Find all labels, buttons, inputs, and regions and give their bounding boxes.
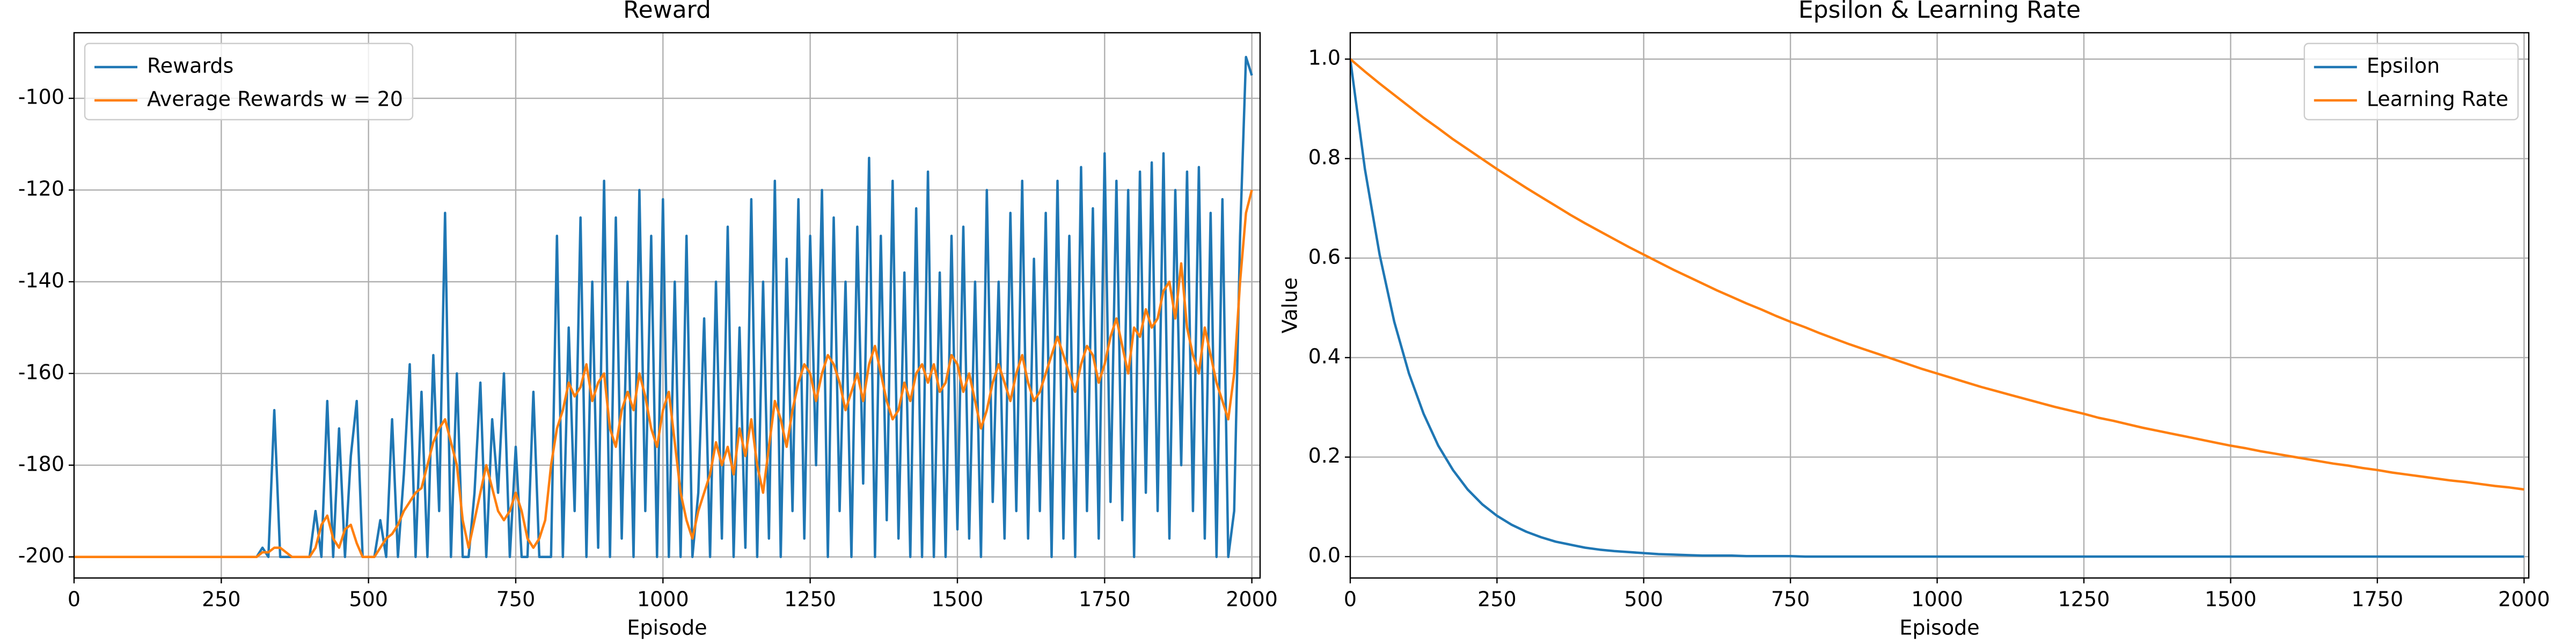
x-tick-label: 250	[202, 588, 241, 611]
y-tick-label: -180	[18, 452, 64, 475]
x-tick-label: 2000	[2498, 588, 2550, 611]
legend-label: Rewards	[147, 54, 233, 78]
y-tick-label: 0.0	[1308, 544, 1341, 567]
x-tick-label: 1500	[2205, 588, 2257, 611]
x-tick-label: 500	[1624, 588, 1664, 611]
legend: Epsilon Learning Rate	[2303, 42, 2519, 121]
x-tick-label: 250	[1477, 588, 1517, 611]
y-tick-label: -100	[18, 85, 64, 109]
x-tick-label: 1500	[932, 588, 984, 611]
y-axis-label: Value	[1278, 277, 1302, 333]
x-tick-label: 750	[1771, 588, 1810, 611]
y-tick-label: 0.6	[1308, 245, 1341, 268]
x-tick-label: 1750	[1079, 588, 1131, 611]
legend-label: Learning Rate	[2367, 87, 2508, 111]
chart-title: Epsilon & Learning Rate	[1798, 0, 2081, 24]
x-tick-label: 0	[1344, 588, 1357, 611]
x-tick-label: 0	[68, 588, 80, 611]
y-tick-label: -160	[18, 360, 64, 384]
x-tick-label: 1250	[2058, 588, 2110, 611]
y-tick-label: -140	[18, 268, 64, 292]
y-tick-label: 0.8	[1308, 145, 1341, 169]
subplot: 0 250 500 750 1000 1250 1500 1750 2000 -200 -180 -1…	[18, 0, 1278, 640]
legend: Rewards Average Rewards w = 20	[84, 42, 414, 121]
y-tick-label: 0.4	[1308, 345, 1341, 368]
x-axis-label: Episode	[627, 616, 707, 640]
series-line	[74, 56, 1253, 558]
y-tick-label: -120	[18, 177, 64, 201]
subplot: 0 250 500 750 1000 1250 1500 1750 2000 0.0 0.2 0.4 0…	[1278, 0, 2550, 640]
y-tick-label: 0.2	[1308, 444, 1341, 467]
y-tick-label: -200	[18, 544, 64, 567]
axes-frame	[1349, 32, 2530, 579]
legend-frame	[84, 42, 414, 121]
legend-label: Epsilon	[2367, 54, 2440, 78]
x-tick-label: 1000	[1911, 588, 1963, 611]
x-axis-label: Episode	[1899, 616, 1979, 640]
chart-title: Reward	[623, 0, 711, 24]
x-tick-label: 750	[496, 588, 536, 611]
x-tick-label: 1750	[2351, 588, 2403, 611]
series-line	[1350, 58, 2524, 491]
x-tick-label: 1250	[784, 588, 836, 611]
legend-frame	[2303, 42, 2519, 121]
series-line	[74, 189, 1253, 558]
x-tick-label: 500	[349, 588, 388, 611]
series-line	[1350, 58, 2524, 558]
axes-frame	[73, 32, 1261, 579]
x-tick-label: 2000	[1226, 588, 1278, 611]
y-tick-label: 1.0	[1308, 46, 1341, 70]
legend-label: Average Rewards w = 20	[147, 87, 403, 111]
x-tick-label: 1000	[637, 588, 689, 611]
